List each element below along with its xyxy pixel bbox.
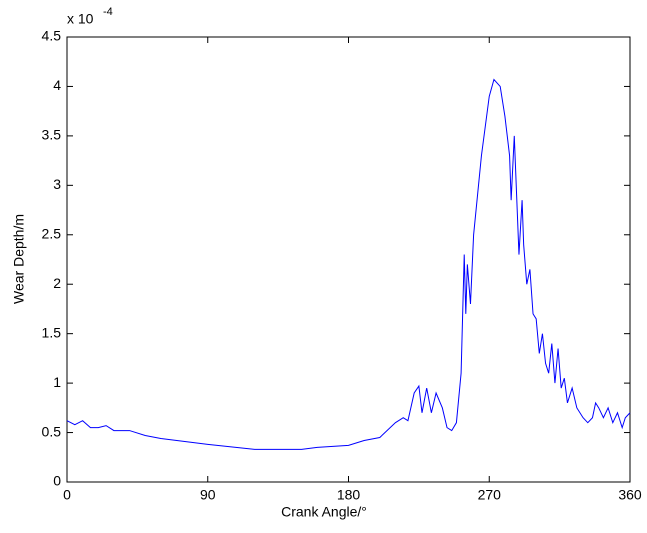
- y-multiplier: x 10: [67, 11, 94, 27]
- y-tick-label: 0: [53, 473, 61, 489]
- y-tick-label: 3: [53, 176, 61, 192]
- x-tick-label: 90: [200, 487, 216, 503]
- x-tick-label: 360: [618, 487, 642, 503]
- x-tick-label: 0: [63, 487, 71, 503]
- y-tick-label: 4.5: [42, 28, 62, 44]
- y-axis-label: Wear Depth/m: [11, 214, 27, 304]
- x-tick-label: 270: [478, 487, 502, 503]
- x-axis-label: Crank Angle/°: [281, 504, 367, 520]
- y-tick-label: 1.5: [42, 324, 62, 340]
- line: [66, 78, 631, 450]
- y-exponent: -4: [103, 6, 113, 18]
- y-tick-label: 0.5: [42, 423, 62, 439]
- plot-area: [66, 36, 631, 483]
- y-tick-label: 1: [53, 374, 61, 390]
- y-tick-label: 4: [53, 77, 61, 93]
- x-tick-label: 180: [337, 487, 361, 503]
- y-tick-label: 3.5: [42, 127, 62, 143]
- y-tick-label: 2: [53, 275, 61, 291]
- y-tick-label: 2.5: [42, 225, 62, 241]
